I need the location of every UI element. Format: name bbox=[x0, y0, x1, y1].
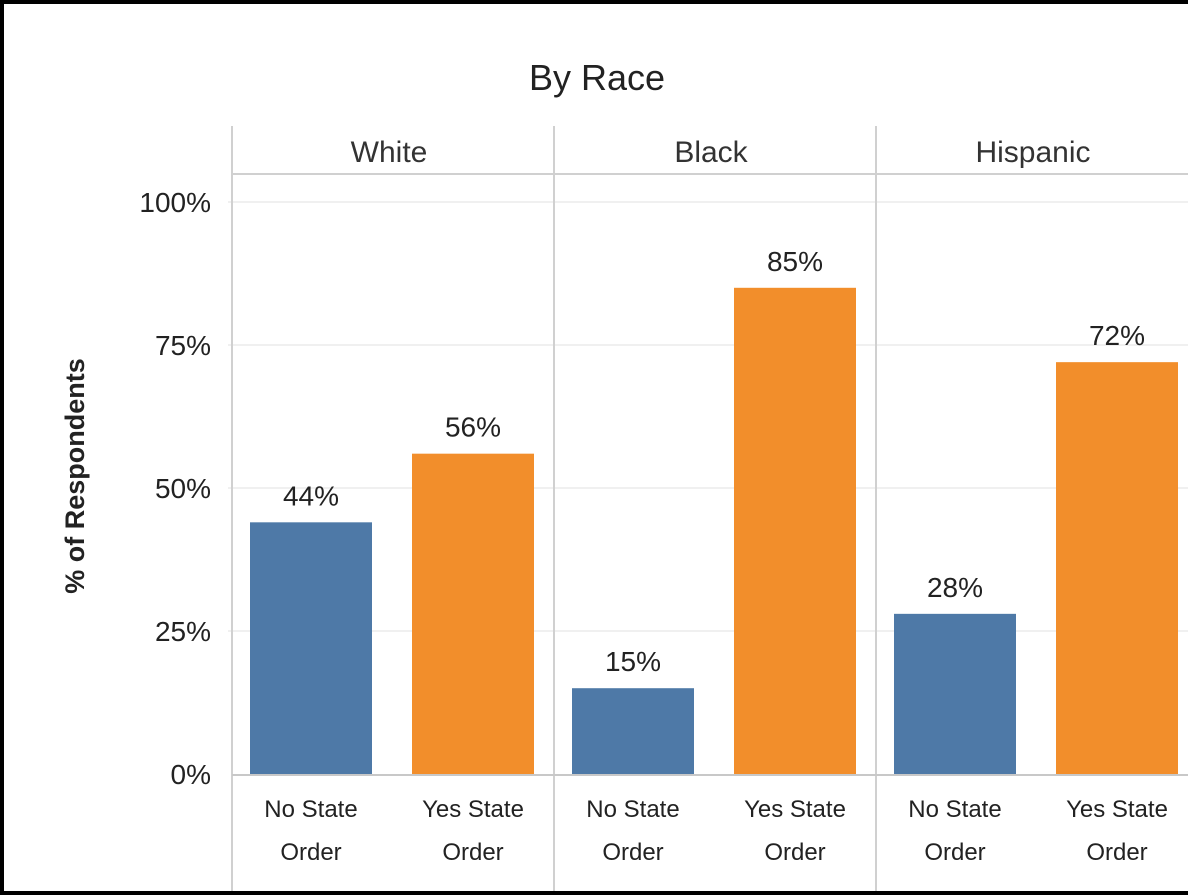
y-tick-label: 50% bbox=[155, 473, 211, 504]
bar-chart: By Race % of Respondents White 44% No Stat… bbox=[60, 57, 1188, 891]
x-tick-label: Order bbox=[924, 839, 985, 866]
data-label: 15% bbox=[605, 646, 661, 677]
bar-white-no-state-order bbox=[250, 522, 372, 774]
data-label: 85% bbox=[767, 246, 823, 277]
chart-title: By Race bbox=[529, 57, 665, 98]
bar-black-no-state-order bbox=[572, 688, 694, 774]
x-tick-label: Yes State bbox=[1066, 796, 1168, 823]
bar-hispanic-no-state-order bbox=[894, 613, 1016, 774]
x-tick-label: Yes State bbox=[422, 796, 524, 823]
x-tick-label: Order bbox=[442, 839, 503, 866]
y-axis: 0% 25% 50% 75% 100% bbox=[139, 126, 1188, 891]
panel-white: White 44% No State Order 56% Yes State Order bbox=[250, 136, 534, 866]
data-label: 56% bbox=[445, 412, 501, 443]
y-axis-label: % of Respondents bbox=[60, 358, 90, 594]
bar-hispanic-yes-state-order bbox=[1056, 362, 1178, 774]
x-tick-label: Order bbox=[1086, 839, 1147, 866]
y-tick-label: 100% bbox=[139, 187, 211, 218]
panel-label: Black bbox=[674, 136, 748, 169]
bar-white-yes-state-order bbox=[412, 453, 534, 774]
x-tick-label: Yes State bbox=[744, 796, 846, 823]
x-tick-label: Order bbox=[764, 839, 825, 866]
panel-hispanic: Hispanic 28% No State Order 72% Yes State Orde… bbox=[875, 126, 1178, 891]
panel-black: Black 15% No State Order 85% Yes State Order bbox=[553, 126, 856, 891]
x-tick-label: Order bbox=[602, 839, 663, 866]
bar-black-yes-state-order bbox=[734, 287, 856, 774]
y-tick-label: 0% bbox=[171, 759, 211, 790]
x-tick-label: No State bbox=[586, 796, 679, 823]
data-label: 72% bbox=[1089, 320, 1145, 351]
data-label: 28% bbox=[927, 572, 983, 603]
y-tick-label: 25% bbox=[155, 616, 211, 647]
y-tick-label: 75% bbox=[155, 330, 211, 361]
x-tick-label: No State bbox=[264, 796, 357, 823]
gridlines bbox=[228, 201, 1188, 632]
data-label: 44% bbox=[283, 480, 339, 511]
panel-label: Hispanic bbox=[975, 136, 1090, 169]
x-tick-label: No State bbox=[908, 796, 1001, 823]
panel-label: White bbox=[351, 136, 428, 169]
x-tick-label: Order bbox=[280, 839, 341, 866]
